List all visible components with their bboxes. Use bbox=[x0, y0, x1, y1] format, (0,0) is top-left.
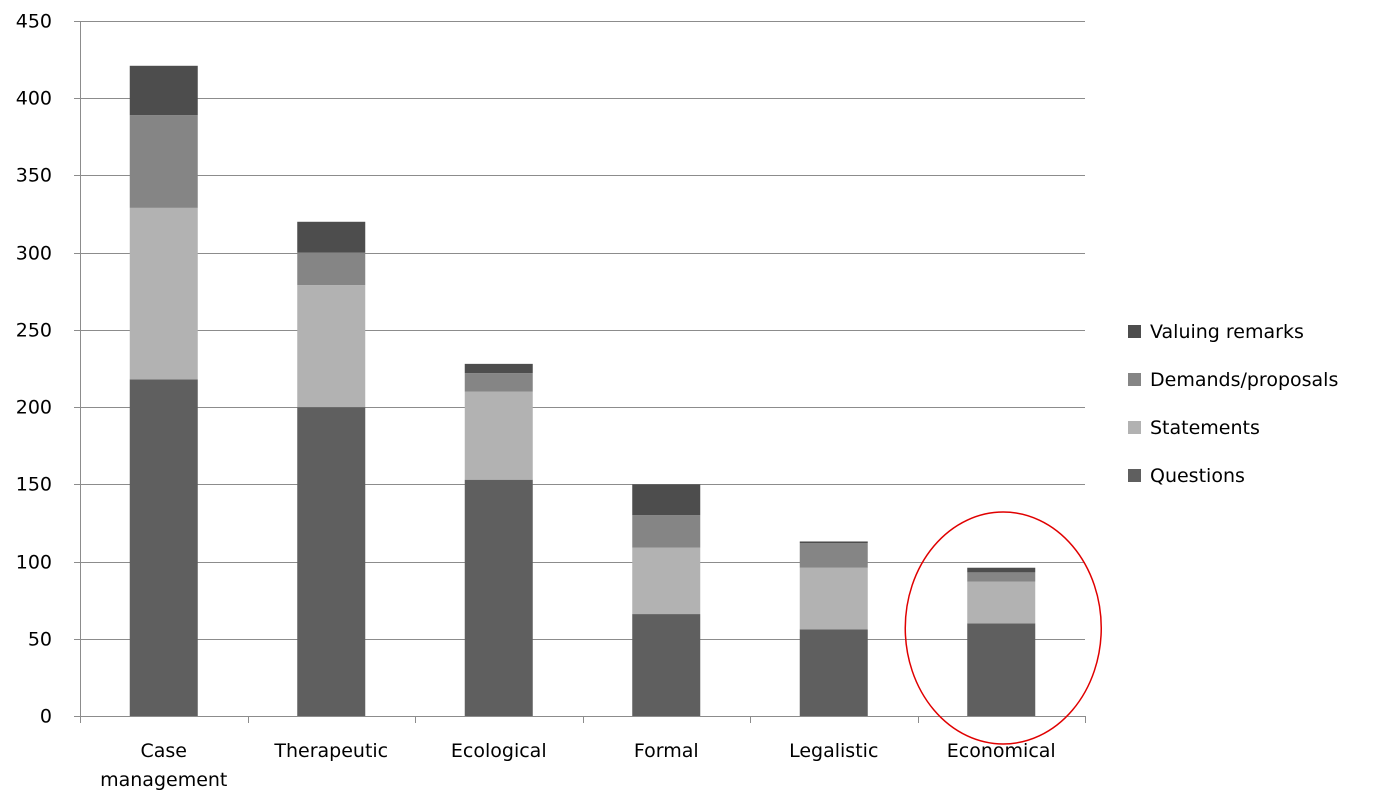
bar-segment-valuing-remarks bbox=[967, 567, 1036, 573]
legend-swatch bbox=[1128, 325, 1141, 338]
bar-segment-valuing-remarks bbox=[464, 363, 533, 374]
bar-segment-statements bbox=[799, 567, 868, 630]
legend-label: Questions bbox=[1150, 465, 1245, 487]
bar-segment-statements bbox=[464, 391, 533, 480]
y-tick-label: 350 bbox=[16, 165, 52, 187]
bar-segment-statements bbox=[297, 285, 366, 408]
bar-segment-valuing-remarks bbox=[129, 65, 198, 116]
x-category-label: Formal bbox=[634, 740, 699, 762]
x-category-label: Therapeutic bbox=[273, 740, 388, 762]
x-category-label: Case bbox=[141, 740, 188, 762]
bar-segment-questions bbox=[129, 379, 198, 716]
y-tick-label: 0 bbox=[40, 706, 52, 728]
bar-segment-demands-proposals bbox=[297, 252, 366, 286]
bars bbox=[129, 65, 1036, 716]
legend-swatch bbox=[1128, 469, 1141, 482]
x-category-label: Legalistic bbox=[789, 740, 878, 762]
y-axis-tick-labels: 0 50 100 150 200 250 300 350 400 450 bbox=[16, 11, 80, 728]
bar-segment-demands-proposals bbox=[632, 515, 701, 548]
highlight-ellipse bbox=[904, 511, 1102, 745]
legend-swatch bbox=[1128, 373, 1141, 386]
x-category-label: management bbox=[100, 769, 227, 791]
legend-label: Statements bbox=[1150, 417, 1260, 439]
highlight-annotation bbox=[904, 511, 1102, 745]
bar-segment-demands-proposals bbox=[464, 373, 533, 392]
bar-segment-demands-proposals bbox=[967, 572, 1036, 582]
bar-segment-questions bbox=[297, 407, 366, 716]
y-tick-label: 50 bbox=[28, 629, 52, 651]
bar-segment-statements bbox=[129, 207, 198, 380]
y-tick-label: 400 bbox=[16, 88, 52, 110]
gridlines bbox=[80, 21, 1085, 640]
y-tick-label: 200 bbox=[16, 397, 52, 419]
bar-segment-demands-proposals bbox=[799, 543, 868, 568]
legend-label: Demands/proposals bbox=[1150, 369, 1338, 391]
y-tick-label: 150 bbox=[16, 474, 52, 496]
x-axis-category-labels: Case management Therapeutic Ecological Forma… bbox=[100, 740, 1056, 791]
bar-segment-questions bbox=[464, 479, 533, 716]
y-tick-label: 300 bbox=[16, 243, 52, 265]
legend: Valuing remarks Demands/proposals Statemen… bbox=[1128, 321, 1338, 487]
x-category-label: Economical bbox=[947, 740, 1056, 762]
bar-segment-demands-proposals bbox=[129, 115, 198, 208]
y-tick-label: 100 bbox=[16, 552, 52, 574]
y-tick-label: 250 bbox=[16, 320, 52, 342]
bar-segment-valuing-remarks bbox=[632, 484, 701, 516]
bar-segment-valuing-remarks bbox=[297, 221, 366, 253]
bar-segment-statements bbox=[967, 581, 1036, 624]
x-category-label: Ecological bbox=[451, 740, 547, 762]
y-tick-label: 450 bbox=[16, 11, 52, 33]
bar-segment-questions bbox=[632, 614, 701, 716]
axes bbox=[80, 21, 1086, 723]
legend-label: Valuing remarks bbox=[1150, 321, 1304, 343]
legend-swatch bbox=[1128, 421, 1141, 434]
bar-segment-statements bbox=[632, 547, 701, 615]
bar-segment-questions bbox=[967, 623, 1036, 716]
bar-segment-valuing-remarks bbox=[799, 541, 868, 544]
bar-segment-questions bbox=[799, 629, 868, 716]
